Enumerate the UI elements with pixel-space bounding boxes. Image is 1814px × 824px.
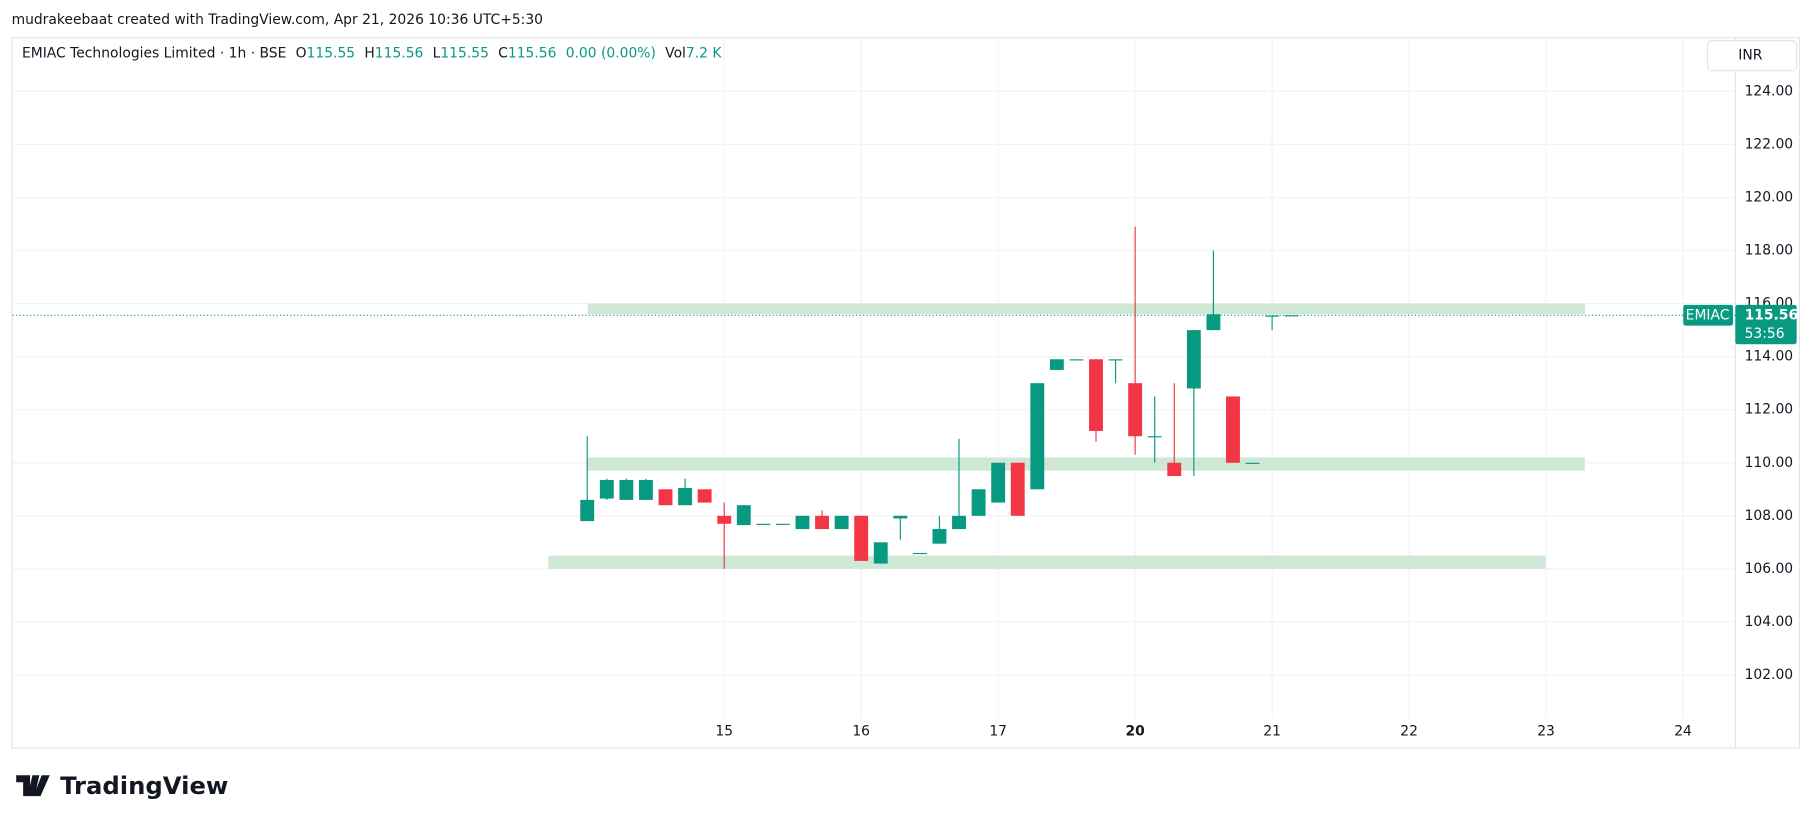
legend: EMIAC Technologies Limited · 1h · BSE O 11… bbox=[22, 45, 722, 61]
zone bbox=[587, 303, 1585, 315]
candle-body bbox=[1108, 359, 1123, 361]
candle-body bbox=[678, 487, 693, 506]
y-tick-label: 122.00 bbox=[1745, 136, 1794, 152]
x-tick-label: 21 bbox=[1263, 723, 1281, 739]
candle-body bbox=[873, 542, 888, 564]
candle-body bbox=[971, 489, 986, 516]
frame bbox=[11, 37, 1801, 749]
candle-body bbox=[912, 552, 927, 555]
candle-body bbox=[1226, 396, 1240, 463]
candle-body bbox=[599, 480, 614, 499]
candle-body bbox=[834, 515, 849, 530]
currency-button[interactable] bbox=[1706, 40, 1798, 72]
candle-body bbox=[775, 523, 790, 525]
y-tick-label: 104.00 bbox=[1745, 614, 1794, 630]
legend-text: 115.55 bbox=[307, 45, 356, 61]
candle-body bbox=[795, 515, 810, 530]
candle-body bbox=[1089, 359, 1103, 431]
candle-body bbox=[1245, 462, 1260, 464]
candle-body bbox=[717, 515, 732, 524]
y-tick-label: 112.00 bbox=[1745, 402, 1794, 418]
logo: TradingView bbox=[16, 771, 228, 800]
candle-body bbox=[1186, 330, 1201, 389]
candle-body bbox=[1010, 462, 1025, 516]
candle-body bbox=[952, 515, 966, 530]
candle-body bbox=[1284, 315, 1299, 317]
candle-body bbox=[736, 505, 751, 526]
candle-body bbox=[1167, 462, 1182, 477]
legend-text: Vol bbox=[665, 45, 686, 61]
price-tag-bg bbox=[1735, 304, 1797, 345]
x-tick-label: 16 bbox=[852, 723, 870, 739]
symbol-tag: EMIAC bbox=[1686, 307, 1730, 323]
y-tick-label: 124.00 bbox=[1745, 83, 1794, 99]
y-tick-label: 118.00 bbox=[1745, 243, 1794, 259]
candle-body bbox=[638, 480, 653, 500]
legend-text: 0.00 (0.00%) bbox=[566, 45, 656, 61]
legend-text: EMIAC Technologies Limited · 1h · BSE bbox=[22, 45, 286, 61]
legend-text: C bbox=[498, 45, 508, 61]
y-tick-label: 106.00 bbox=[1745, 561, 1794, 577]
candle-body bbox=[1030, 383, 1045, 490]
legend-text: O bbox=[296, 45, 307, 61]
y-tick-label: 120.00 bbox=[1745, 189, 1794, 205]
legend-text: L bbox=[433, 45, 441, 61]
y-tick-label: 102.00 bbox=[1745, 667, 1794, 683]
x-tick-label: 15 bbox=[715, 723, 733, 739]
candle-body bbox=[1049, 359, 1064, 370]
candle-body bbox=[619, 480, 634, 500]
x-tick-label: 24 bbox=[1674, 723, 1692, 739]
y-tick-label: 108.00 bbox=[1745, 508, 1794, 524]
zones bbox=[548, 303, 1585, 569]
x-tick-label: 23 bbox=[1537, 723, 1555, 739]
logo-text: TradingView bbox=[60, 771, 228, 800]
legend-text: 115.56 bbox=[375, 45, 424, 61]
countdown: 53:56 bbox=[1745, 326, 1785, 342]
candle-body bbox=[893, 515, 908, 519]
candle-body bbox=[1069, 359, 1084, 361]
candle-body bbox=[658, 489, 673, 506]
y-tick-label: 114.00 bbox=[1745, 349, 1794, 365]
symbol-tag-bg bbox=[1683, 304, 1734, 326]
candle-body bbox=[1128, 383, 1143, 437]
candle-body bbox=[991, 462, 1006, 503]
candle-body bbox=[854, 515, 869, 561]
candle-body bbox=[1265, 315, 1280, 317]
candles bbox=[580, 226, 1299, 569]
x-tick-label: 20 bbox=[1125, 723, 1144, 739]
legend-text: 115.56 bbox=[508, 45, 557, 61]
price-tag: 115.56 bbox=[1745, 307, 1799, 323]
y-tick-label: 110.00 bbox=[1745, 455, 1794, 471]
zone bbox=[548, 555, 1546, 569]
candle-body bbox=[932, 529, 947, 544]
candle-body bbox=[1147, 436, 1162, 438]
legend-text: H bbox=[364, 45, 374, 61]
legend-text: 115.55 bbox=[440, 45, 489, 61]
currency-label: INR bbox=[1738, 48, 1762, 64]
candle-body bbox=[697, 489, 712, 503]
x-tick-label: 22 bbox=[1400, 723, 1418, 739]
candle-body bbox=[580, 499, 595, 522]
credit: mudrakeebaat created with TradingView.co… bbox=[12, 12, 543, 28]
candle-body bbox=[756, 523, 771, 525]
grid: 102.00 104.00 106.00 108.00 110.00 112.00 114.… bbox=[12, 38, 1794, 749]
zone bbox=[587, 457, 1585, 471]
x-tick-label: 17 bbox=[989, 723, 1007, 739]
candle-body bbox=[815, 515, 829, 530]
legend-text: 7.2 K bbox=[686, 45, 722, 61]
candle-body bbox=[1206, 314, 1221, 331]
